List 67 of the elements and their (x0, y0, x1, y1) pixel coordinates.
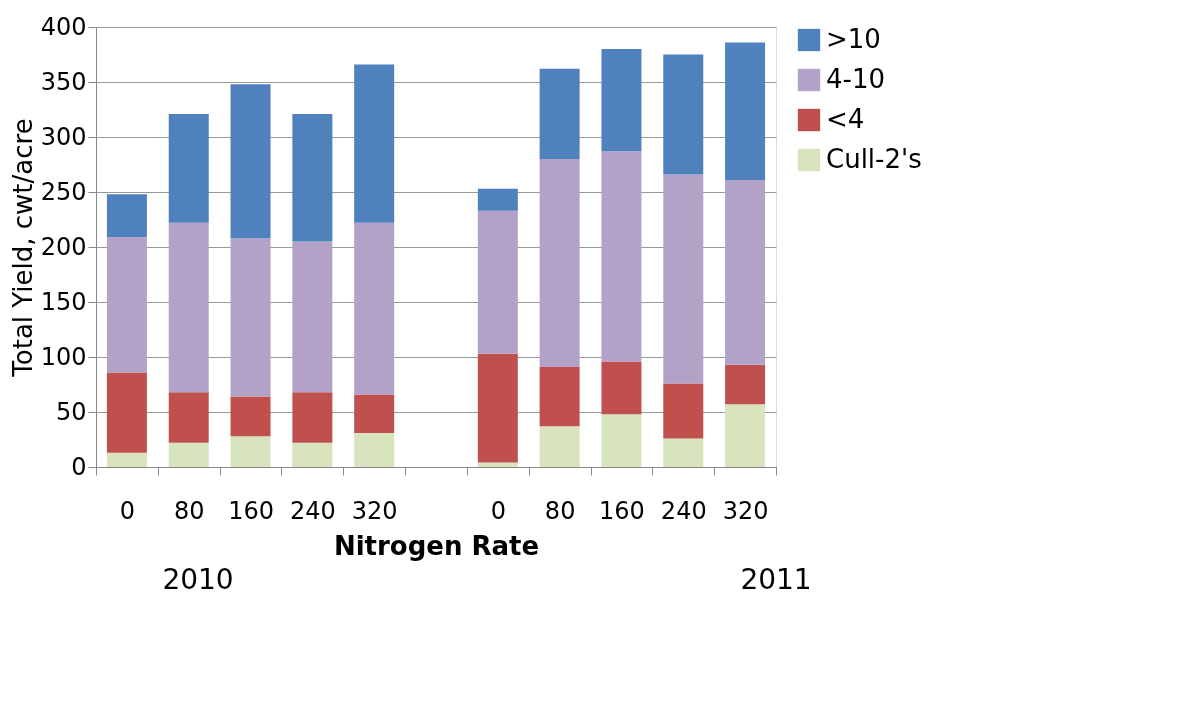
x-tick-label: 160 (599, 496, 645, 525)
x-tick-label: 0 (119, 496, 136, 525)
y-tick-label: 350 (40, 67, 87, 96)
y-tick-label: 250 (40, 177, 87, 206)
bar (292, 392, 333, 443)
legend-label: Cull-2's (826, 144, 922, 174)
bar (539, 426, 580, 467)
bar (477, 188, 518, 211)
bar (539, 68, 580, 159)
bar (168, 222, 209, 393)
bar (539, 159, 580, 367)
bar (292, 442, 333, 467)
bar (230, 436, 271, 467)
bar (168, 392, 209, 443)
bar (725, 179, 766, 365)
bar (168, 442, 209, 467)
bar (725, 364, 766, 405)
x-tick-label: 240 (660, 496, 707, 525)
bar (106, 452, 147, 467)
y-axis-title: Total Yield, cwt/acre (7, 118, 38, 378)
bar (477, 210, 518, 354)
bar (539, 366, 580, 427)
bar (477, 462, 518, 467)
text: 2010 (162, 563, 234, 596)
x-axis-title: Nitrogen Rate (333, 530, 540, 561)
bar (354, 222, 395, 395)
y-tick-label: 0 (71, 452, 87, 481)
bar (354, 432, 395, 467)
bar (230, 238, 271, 397)
x-tick-label: 0 (490, 496, 506, 525)
x-tick-label: 320 (351, 496, 398, 525)
y-tick-label: 200 (40, 232, 87, 261)
bar (168, 113, 209, 223)
x-tick-label: 320 (722, 496, 769, 525)
bar (106, 237, 147, 373)
x-tick-label: 80 (544, 496, 576, 525)
legend-label: >10 (826, 24, 881, 54)
y-tick-label: 300 (40, 122, 87, 151)
bar (354, 394, 395, 433)
legend-label: 4-10 (826, 64, 886, 94)
bar (601, 361, 642, 415)
bar (292, 241, 333, 393)
y-tick-label: 150 (40, 287, 87, 316)
bar (601, 49, 642, 152)
bar (663, 438, 704, 467)
y-tick-label: 400 (40, 12, 87, 41)
bar (663, 54, 704, 175)
x-tick-label: 240 (289, 496, 336, 525)
bar (477, 353, 518, 463)
bar (725, 42, 766, 180)
y-tick-label: 50 (55, 397, 87, 426)
x-tick-label: 160 (228, 496, 274, 525)
bar (725, 404, 766, 467)
bar (354, 64, 395, 223)
y-tick-label: 100 (40, 342, 87, 371)
bar (601, 414, 642, 467)
bar (106, 194, 147, 238)
text: 2011 (740, 563, 812, 596)
bar (601, 151, 642, 362)
bar (663, 174, 704, 384)
bar (230, 396, 271, 437)
bar (663, 383, 704, 439)
legend-label: <4 (826, 104, 865, 134)
bar (230, 84, 271, 239)
bar (292, 113, 333, 242)
x-tick-label: 80 (173, 496, 205, 525)
bar (106, 372, 147, 453)
